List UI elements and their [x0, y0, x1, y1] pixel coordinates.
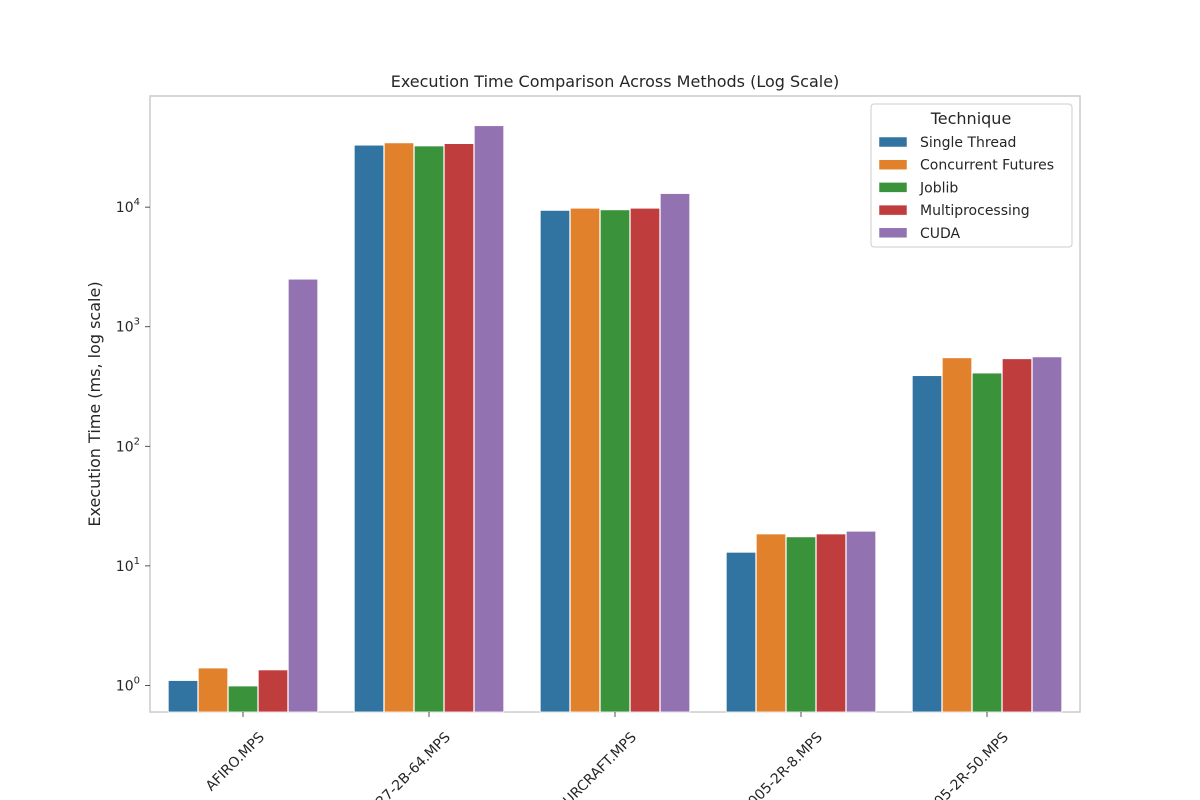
- bar-concurrent-futures-1: [383, 142, 415, 713]
- legend-title: Technique: [930, 109, 1012, 128]
- legend-swatch: [878, 136, 908, 148]
- bar-multiprocessing-0: [257, 669, 289, 713]
- bar-cuda-0: [287, 278, 319, 713]
- bar-concurrent-futures-4: [941, 357, 973, 713]
- x-tick-label: URCRAFT.MPS: [560, 729, 640, 800]
- x-tick-label: 27-2B-64.MPS: [373, 729, 454, 800]
- chart-title: Execution Time Comparison Across Methods…: [391, 72, 840, 91]
- y-tick-label: 103: [116, 317, 140, 336]
- y-tick-label: 104: [116, 197, 140, 216]
- bar-cuda-4: [1031, 356, 1063, 713]
- bar-cuda-2: [659, 193, 691, 713]
- bar-joblib-0: [227, 685, 259, 713]
- legend-label: Single Thread: [920, 135, 1016, 151]
- bar-single-thread-0: [167, 680, 199, 713]
- bar-concurrent-futures-3: [755, 533, 787, 713]
- bar-joblib-1: [413, 145, 445, 713]
- x-tick-label: 05-2R-50.MPS: [931, 729, 1011, 800]
- legend-label: Multiprocessing: [920, 203, 1030, 219]
- bar-joblib-3: [785, 536, 817, 713]
- bar-single-thread-1: [353, 144, 385, 713]
- y-tick-label: 102: [116, 436, 140, 455]
- y-tick-label: 101: [116, 556, 140, 575]
- y-tick-label: 100: [116, 675, 140, 694]
- legend: Technique Single Thread Concurrent Future…: [870, 103, 1073, 248]
- legend-swatch: [878, 182, 908, 193]
- bars-group: [167, 125, 1063, 713]
- bar-multiprocessing-2: [629, 207, 661, 713]
- bar-single-thread-3: [725, 551, 757, 713]
- bar-multiprocessing-4: [1001, 358, 1033, 713]
- legend-swatch: [878, 227, 908, 239]
- bar-concurrent-futures-2: [569, 207, 601, 713]
- bar-joblib-4: [971, 372, 1003, 713]
- x-tick-label: AFIRO.MPS: [203, 729, 268, 794]
- legend-label: Concurrent Futures: [920, 158, 1054, 174]
- bar-concurrent-futures-0: [197, 667, 229, 713]
- bar-single-thread-2: [539, 209, 571, 713]
- legend-swatch: [878, 204, 908, 216]
- bar-cuda-1: [473, 125, 505, 713]
- y-axis-label: Execution Time (ms, log scale): [85, 281, 104, 526]
- legend-swatch: [878, 159, 908, 170]
- legend-box: [870, 103, 1073, 248]
- bar-single-thread-4: [911, 375, 943, 713]
- bar-multiprocessing-1: [443, 143, 475, 713]
- legend-label: Joblib: [919, 180, 958, 196]
- bar-cuda-3: [845, 530, 877, 713]
- bar-multiprocessing-3: [815, 533, 847, 713]
- x-tick-label: 005-2R-8.MPS: [745, 729, 825, 800]
- y-axis-ticks: 100 101 102 103 104: [116, 197, 150, 694]
- legend-items: Single Thread Concurrent Futures Joblib Mul…: [878, 135, 1054, 242]
- x-axis-ticks: AFIRO.MPS 27-2B-64.MPS URCRAFT.MPS 005-2R-8…: [203, 712, 1012, 800]
- legend-label: CUDA: [920, 226, 961, 242]
- bar-joblib-2: [599, 209, 631, 713]
